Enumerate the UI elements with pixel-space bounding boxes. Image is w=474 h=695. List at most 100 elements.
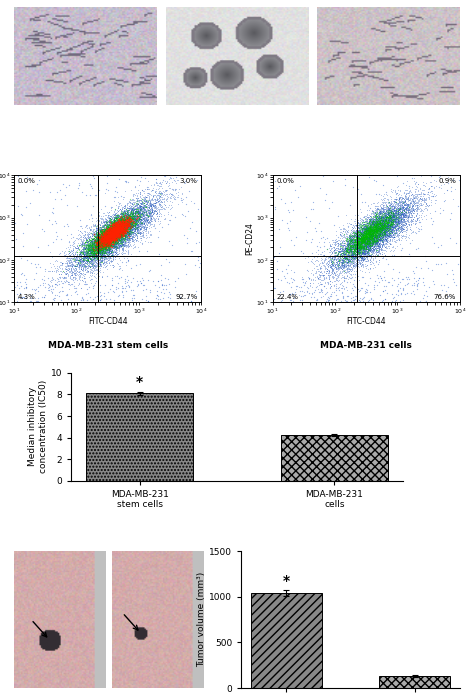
Point [376, 227, 383, 238]
Point [95, 231, 102, 242]
Point [390, 221, 398, 232]
Point [381, 218, 389, 229]
Point [130, 204, 137, 215]
Point [391, 215, 398, 227]
Point [84, 243, 92, 254]
Point [109, 222, 116, 234]
Point [349, 238, 357, 250]
Point [416, 203, 424, 214]
Point [355, 234, 363, 245]
Point [110, 218, 118, 229]
Point [111, 218, 118, 229]
Point [104, 232, 111, 243]
Point [169, 183, 176, 195]
Point [365, 236, 373, 247]
Point [126, 220, 133, 231]
Point [126, 213, 133, 224]
Point [357, 235, 365, 246]
Point [373, 222, 381, 233]
Point [356, 234, 364, 245]
Point [83, 243, 91, 254]
Point [139, 221, 146, 232]
Point [359, 231, 367, 243]
Point [119, 218, 127, 229]
Point [360, 248, 367, 259]
Point [110, 240, 118, 251]
Point [119, 213, 127, 224]
Point [376, 232, 383, 243]
Point [69, 245, 76, 256]
Point [372, 221, 380, 232]
Point [412, 193, 420, 204]
Point [99, 240, 106, 251]
Point [111, 230, 119, 241]
Point [362, 224, 369, 235]
Point [87, 247, 95, 259]
Point [276, 247, 283, 259]
Point [106, 246, 114, 257]
Point [105, 232, 112, 243]
Point [115, 221, 123, 232]
Point [88, 240, 95, 252]
Point [383, 211, 390, 222]
Point [118, 212, 126, 223]
Point [102, 217, 109, 228]
Point [387, 206, 395, 218]
Point [110, 229, 118, 240]
Point [71, 267, 78, 278]
Point [398, 224, 405, 235]
Point [118, 240, 125, 252]
Point [346, 234, 354, 245]
Point [370, 216, 377, 227]
Point [349, 234, 356, 245]
Point [97, 233, 105, 244]
Point [327, 256, 334, 268]
Point [364, 227, 372, 238]
Point [88, 240, 96, 251]
Point [100, 244, 108, 255]
Point [85, 247, 92, 259]
Point [359, 229, 367, 240]
Point [362, 234, 369, 245]
Point [335, 269, 343, 280]
Point [79, 248, 87, 259]
Point [123, 222, 131, 233]
Point [107, 234, 115, 245]
Point [108, 236, 116, 247]
Point [365, 228, 372, 239]
Point [126, 220, 133, 231]
Point [390, 213, 398, 224]
Point [108, 224, 115, 236]
Point [114, 223, 121, 234]
Point [379, 218, 387, 229]
Point [385, 209, 393, 220]
Point [74, 254, 82, 265]
Point [373, 236, 380, 247]
Point [355, 240, 363, 251]
Point [331, 236, 338, 247]
Point [394, 211, 402, 222]
Point [360, 254, 367, 265]
Point [359, 236, 366, 247]
Point [114, 226, 122, 237]
Point [396, 220, 403, 231]
Point [384, 215, 392, 226]
Point [113, 229, 120, 240]
Point [355, 233, 363, 244]
Point [114, 237, 122, 248]
Point [131, 218, 139, 229]
Point [128, 222, 136, 233]
Point [381, 202, 389, 213]
Point [369, 234, 377, 245]
Point [99, 234, 106, 245]
Point [101, 227, 109, 238]
Point [109, 226, 117, 237]
Point [355, 243, 362, 254]
Point [379, 252, 387, 263]
Point [111, 229, 118, 240]
Point [362, 240, 369, 252]
Point [393, 213, 401, 224]
Point [88, 239, 96, 250]
Point [127, 212, 135, 223]
Point [93, 234, 100, 245]
